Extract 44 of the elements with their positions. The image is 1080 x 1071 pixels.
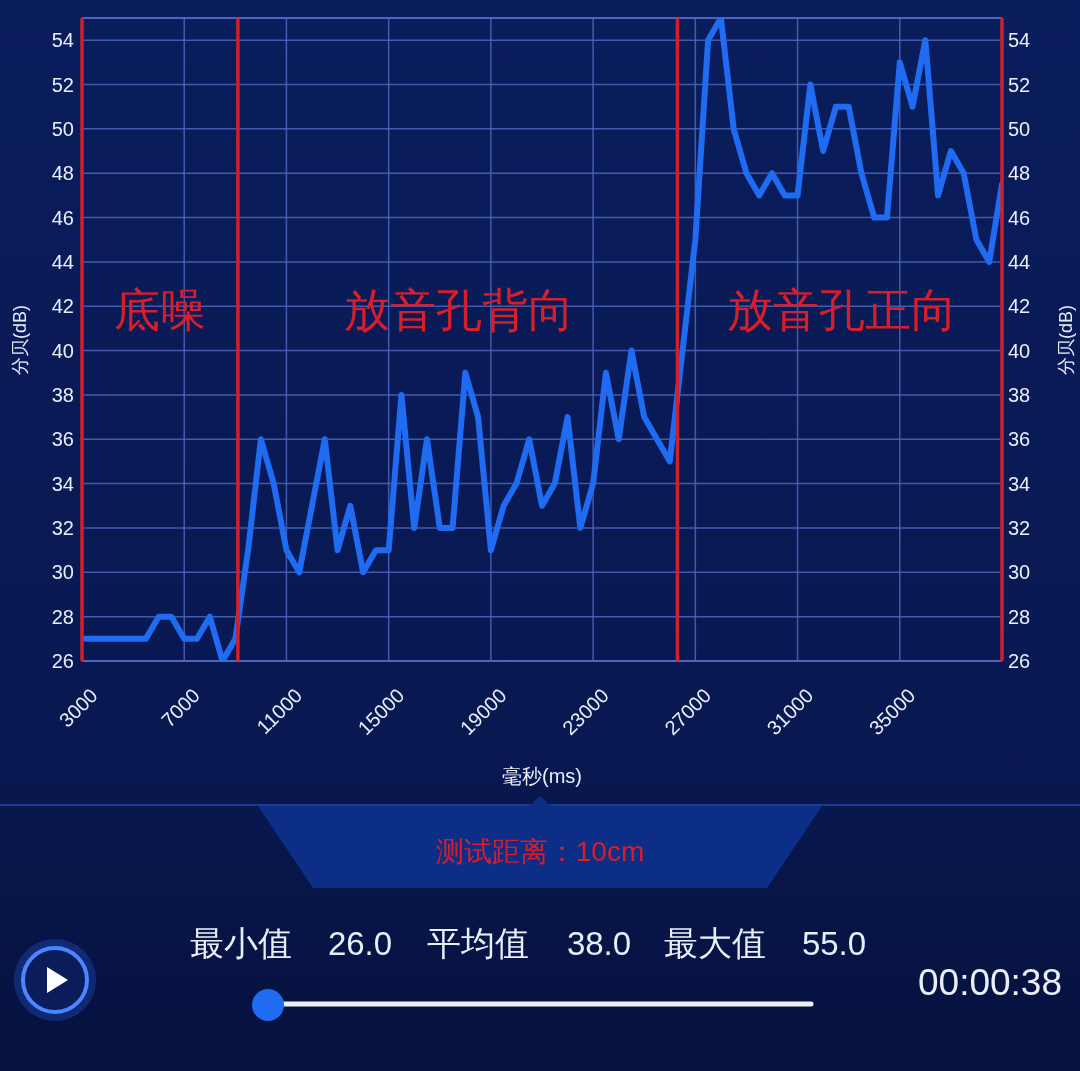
y-tick-label: 30	[51, 561, 74, 584]
y-tick-label: 54	[51, 29, 74, 52]
annotation: 00:00:38	[918, 961, 1062, 1003]
annotation: 最小值	[190, 924, 292, 962]
y-tick-label: 52	[51, 73, 74, 96]
y2-tick-label: 26	[1008, 650, 1031, 672]
y2-tick-label: 48	[1008, 162, 1031, 185]
y2-tick-label: 46	[1008, 206, 1031, 229]
section-label: 放音孔背向	[344, 284, 574, 336]
y2-tick-label: 42	[1008, 295, 1031, 318]
x-axis-title: 毫秒(ms)	[502, 765, 582, 787]
y2-tick-label: 54	[1008, 29, 1031, 52]
y-tick-label: 44	[51, 250, 74, 273]
y-axis-title: 分贝(dB)	[10, 305, 30, 375]
y2-tick-label: 50	[1008, 117, 1031, 140]
annotation: 26.0	[327, 924, 393, 962]
annotation: 38.0	[566, 924, 632, 962]
y-tick-label: 28	[51, 605, 74, 628]
y-tick-label: 32	[51, 516, 74, 539]
annotation: 测试距离：10cm	[435, 835, 645, 867]
y-tick-label: 34	[51, 472, 74, 495]
y2-tick-label: 44	[1008, 250, 1031, 273]
annotation: 最大值	[664, 924, 766, 962]
y2-tick-label: 36	[1008, 428, 1031, 451]
y-tick-label: 46	[51, 206, 74, 229]
y2-tick-label: 40	[1008, 339, 1031, 362]
y2-tick-label: 34	[1008, 472, 1031, 495]
y-tick-label: 40	[51, 339, 74, 362]
y-tick-label: 50	[51, 117, 74, 140]
y2-tick-label: 52	[1008, 73, 1031, 96]
annotation: 55.0	[801, 924, 867, 962]
y2-tick-label: 30	[1008, 561, 1031, 584]
y2-tick-label: 32	[1008, 516, 1031, 539]
y-tick-label: 38	[51, 383, 74, 406]
y-tick-label: 48	[51, 162, 74, 185]
annotation: 平均值	[427, 924, 529, 962]
y2-tick-label: 38	[1008, 383, 1031, 406]
y-tick-label: 26	[51, 650, 74, 672]
y2-axis-title: 分贝(dB)	[1056, 305, 1076, 375]
section-label: 放音孔正向	[727, 284, 957, 336]
y-tick-label: 36	[51, 428, 74, 451]
section-label: 底噪	[114, 284, 206, 336]
y-tick-label: 42	[51, 295, 74, 318]
y2-tick-label: 28	[1008, 605, 1031, 628]
